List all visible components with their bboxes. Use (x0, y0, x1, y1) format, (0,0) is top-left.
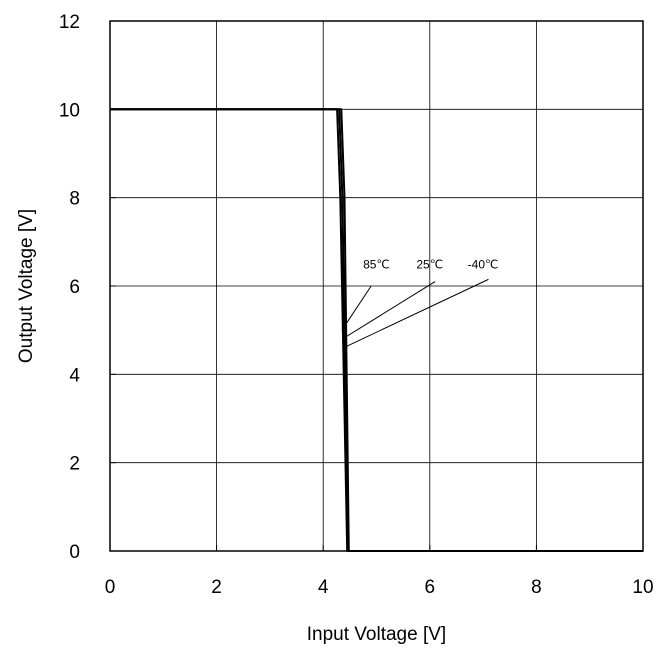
annotation-label: 25℃ (416, 257, 443, 271)
y-tick-label: 6 (69, 277, 80, 298)
x-tick-label: 6 (425, 577, 436, 598)
y-tick-label: 8 (69, 189, 80, 210)
tick-labels: 0 2 4 6 8 10 0 2 4 6 8 10 12 (59, 12, 654, 598)
series-line (110, 108, 643, 552)
x-tick-label: 0 (105, 577, 116, 598)
annotations: 85℃ 25℃ -40℃ (341, 257, 499, 349)
x-tick-label: 8 (531, 577, 542, 598)
annotation-label: 85℃ (363, 257, 390, 271)
grid (109, 20, 644, 552)
y-axis-label: Output Voltage [V] (16, 209, 37, 363)
series-line (110, 108, 643, 552)
annotation-leader-line (342, 281, 436, 340)
plot-frame (109, 20, 644, 552)
y-tick-label: 2 (69, 454, 80, 475)
annotation-leader-line (343, 278, 489, 349)
annotation-label: -40℃ (468, 257, 499, 271)
series-line (110, 108, 643, 552)
y-tick-label: 10 (59, 100, 80, 121)
x-tick-label: 4 (318, 577, 329, 598)
x-tick-label: 10 (632, 577, 653, 598)
y-tick-label: 12 (59, 12, 80, 33)
y-tick-label: 0 (69, 542, 80, 563)
x-axis-label: Input Voltage [V] (307, 624, 446, 645)
annotation-leader-line (341, 285, 372, 331)
y-tick-label: 4 (69, 365, 80, 386)
series (110, 108, 643, 552)
x-tick-label: 2 (211, 577, 222, 598)
